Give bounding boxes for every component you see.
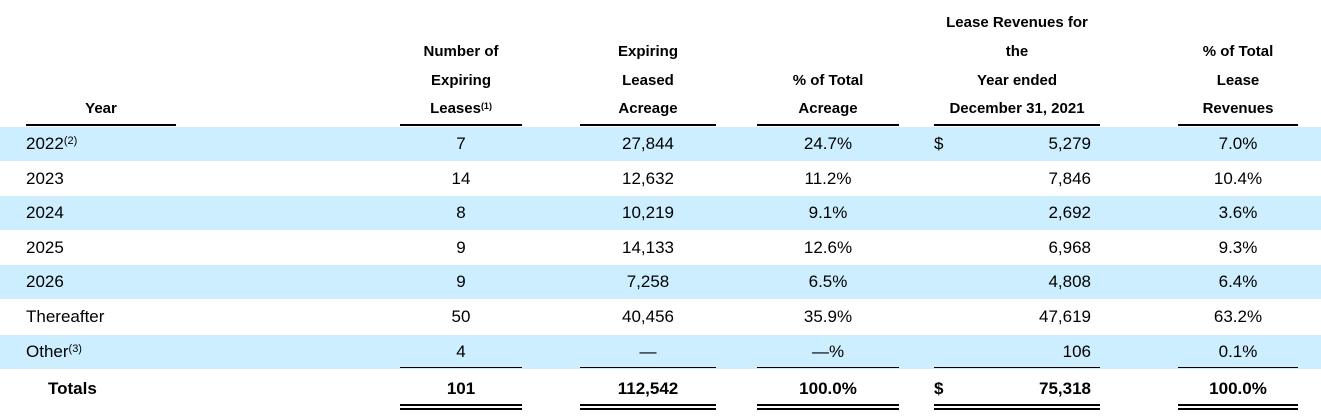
revenue-cell: 47,619 (1039, 307, 1091, 326)
double-underline (934, 408, 1100, 410)
header-rule (934, 124, 1100, 126)
pct-acreage-cell: —% (811, 341, 845, 361)
totals-row: Totals 101 112,542 100.0% $ 75,318 100.0… (0, 372, 1321, 406)
double-underline (757, 404, 899, 406)
num-leases-cell: 7 (456, 134, 466, 153)
pct-revenues-cell: 3.6% (1218, 203, 1258, 223)
acreage-cell: 14,133 (622, 237, 674, 257)
header-acreage: Expiring Leased Acreage (617, 42, 678, 118)
table-row: 2025 9 14,133 12.6% 6,968 9.3% (0, 231, 1321, 265)
double-underline (757, 408, 899, 410)
table-header: Year Number of Expiring Leases(1) Expiri… (0, 8, 1321, 124)
table-row: 2024 8 10,219 9.1% 2,692 3.6% (0, 196, 1321, 231)
header-rule (400, 124, 522, 126)
pct-acreage-cell: 24.7% (803, 134, 853, 153)
acreage-cell: — (639, 341, 657, 361)
pct-revenues-cell: 6.4% (1218, 272, 1258, 292)
num-leases-cell: 4 (456, 341, 466, 361)
pct-revenues-cell: 9.3% (1218, 237, 1258, 257)
table-row: 2026 9 7,258 6.5% 4,808 6.4% (0, 265, 1321, 300)
year-cell: 2025 (26, 237, 64, 257)
pct-acreage-cell: 6.5% (808, 272, 848, 292)
totals-num-leases: 101 (446, 379, 476, 398)
acreage-cell: 27,844 (622, 134, 674, 153)
header-year: Year (85, 100, 117, 118)
header-rule (1178, 124, 1298, 126)
num-leases-cell: 14 (451, 168, 471, 188)
pct-revenues-cell: 10.4% (1213, 168, 1263, 188)
footnote-marker: (3) (68, 342, 82, 355)
revenue-cell: 5,279 (1048, 134, 1091, 153)
revenue-cell: 4,808 (1048, 272, 1091, 292)
footnote-marker: (1) (480, 101, 492, 112)
dollar-sign-cell: $ (934, 134, 944, 153)
footnote-marker: (2) (63, 135, 78, 147)
header-pct-revenues: % of Total Lease Revenues (1202, 42, 1274, 118)
year-cell: 2026 (26, 272, 64, 292)
totals-top-rule (1178, 367, 1298, 368)
totals-top-rule (400, 367, 522, 368)
acreage-cell: 7,258 (626, 272, 670, 292)
double-underline (400, 404, 522, 406)
totals-dollar-sign: $ (934, 379, 944, 398)
year-cell: 2023 (26, 168, 64, 188)
double-underline (580, 408, 716, 410)
table-row: Other(3) 4 — —% 106 0.1% (0, 334, 1321, 369)
year-cell: Thereafter (26, 307, 105, 326)
num-leases-cell: 8 (456, 203, 466, 223)
double-underline (1178, 408, 1298, 410)
acreage-cell: 12,632 (622, 168, 674, 188)
header-number-of-leases: Number of Expiring Leases(1) (423, 42, 499, 118)
totals-top-rule (757, 367, 899, 368)
acreage-cell: 40,456 (622, 307, 674, 326)
pct-acreage-cell: 12.6% (803, 237, 853, 257)
year-cell: Other(3) (26, 341, 82, 361)
num-leases-cell: 50 (451, 307, 471, 326)
revenue-cell: 7,846 (1048, 168, 1091, 188)
year-cell: 2024 (26, 203, 64, 223)
double-underline (934, 404, 1100, 406)
year-cell: 2022(2) (26, 134, 78, 153)
revenue-cell: 2,692 (1048, 203, 1091, 223)
totals-top-rule (934, 367, 1100, 368)
double-underline (400, 408, 522, 410)
num-leases-cell: 9 (456, 272, 466, 292)
table-row: 2022(2) 7 27,844 24.7% $5,279 7.0% (0, 127, 1321, 161)
header-lease-revenues: Lease Revenues for the Year ended Decemb… (946, 14, 1088, 118)
header-rule (26, 124, 176, 126)
double-underline (580, 404, 716, 406)
revenue-cell: 6,968 (1048, 237, 1091, 257)
totals-acreage: 112,542 (617, 379, 679, 398)
pct-revenues-cell: 7.0% (1218, 134, 1258, 153)
totals-pct-acreage: 100.0% (799, 379, 857, 398)
table-row: Thereafter 50 40,456 35.9% 47,619 63.2% (0, 300, 1321, 334)
header-rule (757, 124, 899, 126)
double-underline (1178, 404, 1298, 406)
num-leases-cell: 9 (456, 237, 466, 257)
pct-acreage-cell: 9.1% (808, 203, 848, 223)
totals-top-rule (580, 367, 716, 368)
revenue-cell: 106 (1062, 341, 1091, 361)
totals-revenue: 75,318 (1039, 379, 1091, 398)
totals-pct-revenues: 100.0% (1209, 379, 1267, 398)
pct-acreage-cell: 35.9% (803, 307, 853, 326)
pct-revenues-cell: 63.2% (1213, 307, 1263, 326)
acreage-cell: 10,219 (622, 203, 674, 223)
pct-revenues-cell: 0.1% (1218, 341, 1258, 361)
header-rule (580, 124, 716, 126)
pct-acreage-cell: 11.2% (804, 168, 852, 188)
table-row: 2023 14 12,632 11.2% 7,846 10.4% (0, 162, 1321, 196)
header-pct-acreage: % of Total Acreage (792, 71, 864, 118)
totals-label: Totals (48, 379, 97, 398)
